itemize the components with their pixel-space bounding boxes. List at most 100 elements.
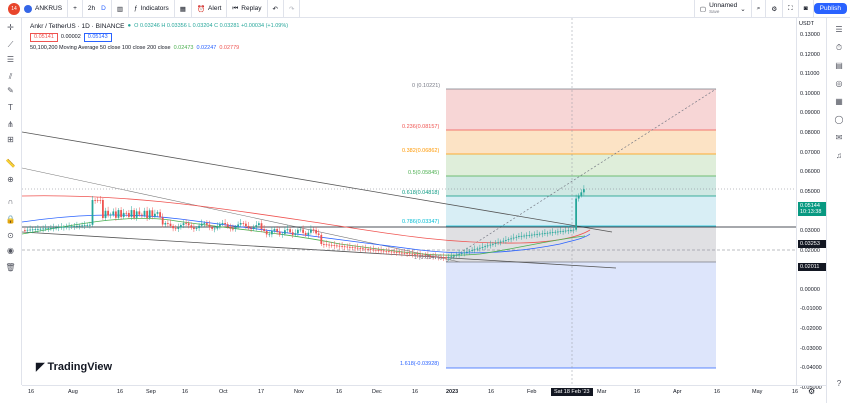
- layout-button[interactable]: ▢ Unnamed Save ⌄: [693, 0, 752, 18]
- replay-button[interactable]: ⏮ Replay: [227, 0, 268, 18]
- undo-button[interactable]: ↶: [268, 0, 284, 18]
- compare-button[interactable]: +: [68, 0, 83, 18]
- candle-body: [336, 245, 338, 247]
- brush-icon[interactable]: ✎: [7, 86, 14, 95]
- candle-body: [304, 232, 307, 235]
- notifications-icon[interactable]: ♫: [836, 151, 842, 160]
- hotlist-icon[interactable]: ◎: [835, 79, 843, 88]
- right-sidebar: ☰ ⏱ ▤ ◎ ▦ ◯ ✉ ♫ ?: [826, 18, 850, 403]
- candle-body: [138, 211, 141, 215]
- ask-price[interactable]: 0.05143: [83, 33, 112, 42]
- pitchfork-icon[interactable]: ⫽: [8, 72, 13, 81]
- candle-body: [567, 230, 570, 232]
- candle-body: [276, 229, 278, 232]
- candle-body: [570, 230, 572, 231]
- trendline-mid[interactable]: [22, 167, 461, 263]
- ma-indicator-label[interactable]: 50,100,200 Moving Average 50 close 100 c…: [30, 45, 171, 51]
- interval-2h[interactable]: 2h: [87, 5, 96, 12]
- fullscreen-icon: ⛶: [788, 4, 793, 12]
- candle-body: [65, 226, 68, 228]
- ideas-icon[interactable]: ◯: [834, 115, 844, 124]
- candle-body: [346, 246, 349, 248]
- time-tick: 16: [714, 389, 721, 395]
- crosshair-icon[interactable]: ✛: [7, 23, 14, 32]
- calendar-icon[interactable]: ▦: [835, 97, 843, 106]
- watchlist-icon[interactable]: ☰: [835, 25, 843, 34]
- redo-button[interactable]: ↷: [284, 0, 301, 18]
- candle-body: [263, 229, 265, 231]
- bid-price[interactable]: 0.05141: [30, 33, 58, 42]
- alert-button[interactable]: ⏰ Alert: [192, 0, 228, 18]
- chat-icon[interactable]: ✉: [835, 133, 843, 142]
- trendline-icon[interactable]: ⟋: [7, 40, 14, 49]
- settings-gear-icon[interactable]: ⚙: [808, 387, 816, 396]
- candle-body: [468, 250, 471, 252]
- time-axis[interactable]: 16 Aug 16 Sep 16 Oct 17 Nov 16 Dec 16 2023 16 Feb Mar 1…: [22, 385, 826, 403]
- candle-body: [577, 195, 580, 199]
- settings-button[interactable]: ⚙: [766, 0, 784, 18]
- candle-body: [211, 227, 213, 229]
- text-icon[interactable]: T: [8, 103, 13, 112]
- magnet-icon[interactable]: ∩: [7, 197, 14, 206]
- candle-body: [580, 192, 583, 196]
- candle-body: [291, 232, 294, 235]
- ruler-icon[interactable]: 📏: [5, 159, 16, 168]
- search-button[interactable]: ⌕: [752, 0, 767, 18]
- chart-title[interactable]: Ankr / TetherUS · 1D · BINANCE: [30, 23, 125, 30]
- alert-label: Alert: [208, 5, 222, 12]
- eye-icon[interactable]: ◉: [7, 246, 14, 255]
- candle-body: [81, 225, 83, 227]
- candle-body: [213, 228, 216, 230]
- symbol-label[interactable]: ANKRUS: [35, 5, 63, 12]
- interval-selector[interactable]: 2h D: [83, 0, 112, 18]
- publish-button[interactable]: Publish: [813, 3, 847, 14]
- tradingview-logo[interactable]: ◤ TradingView: [36, 360, 112, 374]
- currency-label[interactable]: USDT: [799, 21, 814, 27]
- candle-body: [172, 225, 174, 229]
- candle-body: [185, 223, 187, 225]
- symbol-area[interactable]: 14 ANKRUS: [0, 0, 69, 18]
- price-tick: 0.07000: [800, 149, 820, 156]
- templates-button[interactable]: ▦: [175, 0, 192, 18]
- trendline-upper[interactable]: [22, 131, 613, 233]
- market-dot-icon: ●: [127, 23, 132, 29]
- data-window-icon[interactable]: ▤: [835, 61, 843, 70]
- snapshot-button[interactable]: ◙: [799, 0, 814, 18]
- candle-body: [442, 257, 445, 258]
- zoom-icon[interactable]: ⊕: [7, 175, 14, 184]
- interval-d[interactable]: D: [101, 5, 106, 12]
- alerts-icon[interactable]: ⏱: [835, 43, 843, 52]
- indicators-button[interactable]: ƒ Indicators: [129, 0, 175, 18]
- fib-label-05: 0.5(0.05845): [408, 170, 440, 176]
- candle-body: [471, 250, 473, 251]
- candle-body: [237, 224, 239, 227]
- trash-icon[interactable]: 🗑: [5, 263, 16, 272]
- fullscreen-button[interactable]: ⛶: [783, 0, 799, 18]
- candle-body: [120, 210, 122, 217]
- candle-body: [37, 228, 39, 230]
- candle-body: [310, 229, 312, 233]
- price-tick: 0.13000: [800, 32, 820, 38]
- fib-trend-line[interactable]: [445, 88, 717, 263]
- candle-body: [302, 229, 304, 233]
- fib-zone-3: [446, 176, 716, 196]
- patterns-icon[interactable]: ⋔: [7, 120, 14, 129]
- help-icon[interactable]: ?: [836, 379, 842, 388]
- candle-body: [107, 210, 109, 216]
- candle-body: [401, 252, 403, 254]
- chart-type-button[interactable]: ▥: [112, 0, 129, 18]
- horizontal-lines-icon[interactable]: ☰: [6, 55, 15, 64]
- lock-drawings-icon[interactable]: ⊙: [7, 231, 14, 240]
- current-price-value: 0.05144: [800, 203, 820, 209]
- lock-icon[interactable]: 🔒: [5, 215, 16, 224]
- candle-body: [89, 224, 91, 226]
- price-axis[interactable]: USDT 0.13000 0.12000 0.11000 0.10000 0.09000…: [796, 18, 826, 391]
- fib-icon[interactable]: ⊞: [7, 135, 14, 144]
- chevron-down-icon: ⌄: [740, 5, 746, 13]
- candle-body: [403, 252, 406, 254]
- price-tick: 0.03000: [800, 228, 820, 234]
- user-avatar[interactable]: 14: [8, 2, 20, 15]
- chart-canvas[interactable]: [22, 18, 796, 385]
- ma2-value: 0.02247: [196, 45, 217, 51]
- candle-body: [559, 231, 562, 233]
